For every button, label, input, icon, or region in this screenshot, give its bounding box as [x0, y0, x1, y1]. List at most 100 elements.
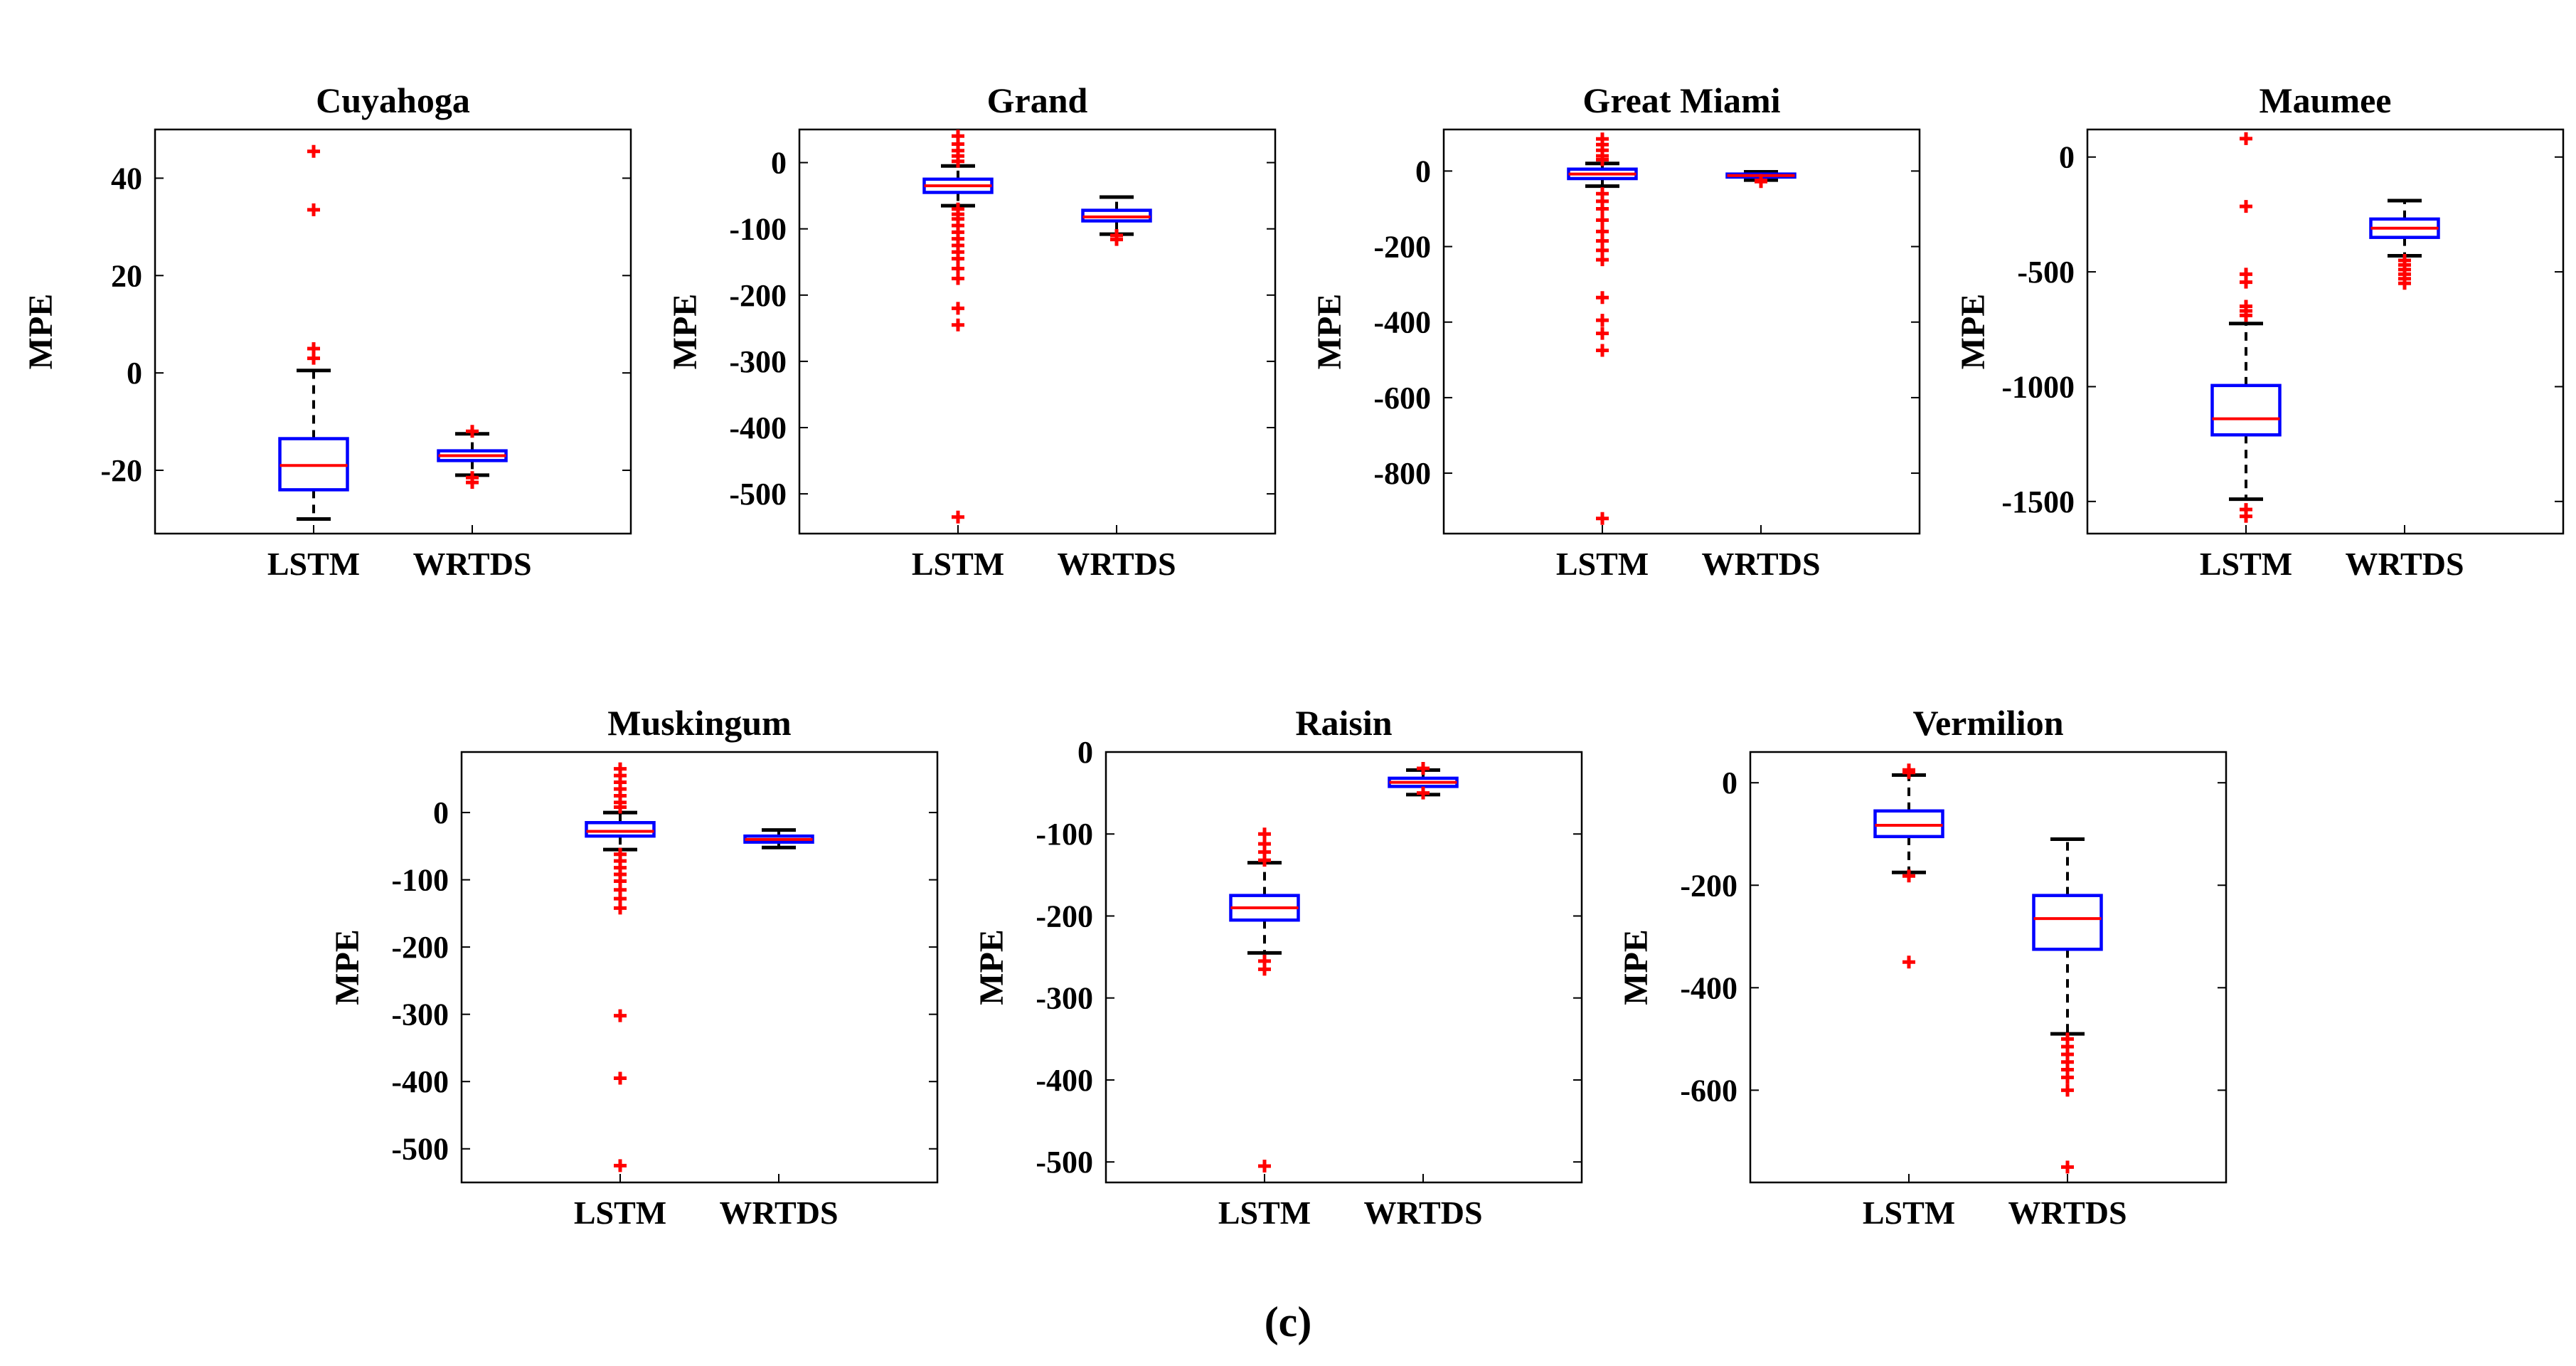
outlier-point [1902, 955, 1915, 969]
iqr-box [2032, 894, 2103, 951]
y-tick-label: -200 [1680, 868, 1737, 903]
outlier-point [1596, 327, 1609, 340]
x-tick-label: WRTDS [1363, 1195, 1482, 1231]
outlier-point [952, 510, 964, 524]
outlier-point [952, 302, 964, 315]
y-tick-label: -400 [729, 411, 787, 445]
y-axis-label: MPE [22, 294, 60, 370]
outlier-point [614, 1159, 627, 1172]
y-tick-label: -500 [2017, 255, 2075, 290]
y-tick-label: 20 [111, 258, 142, 293]
box-plot-panel: Vermilion MPE -600 -400 -200 0 LSTM WRTDS [1617, 703, 2228, 1231]
outlier-point [1417, 786, 1430, 800]
box-lstm [2210, 132, 2282, 523]
outlier-point [2240, 509, 2252, 523]
y-tick-label: -500 [391, 1132, 449, 1167]
box-wrtds [2369, 198, 2440, 290]
outlier-point [2240, 132, 2252, 145]
y-tick-label: -600 [1680, 1073, 1737, 1108]
outlier-point [1596, 202, 1609, 216]
outlier-point [1902, 766, 1915, 779]
plot-title: Maumee [2259, 80, 2391, 120]
outlier-point [1596, 213, 1609, 227]
y-tick-label: -500 [729, 477, 787, 512]
y-tick-label: -200 [391, 930, 449, 965]
outlier-point [307, 144, 320, 158]
outlier-point [1596, 314, 1609, 327]
axes-frame [460, 751, 939, 1184]
axes-frame [1105, 751, 1583, 1184]
box-lstm [1873, 763, 1944, 969]
outlier-point [2061, 1071, 2074, 1084]
outlier-point [1258, 1159, 1271, 1172]
outlier-point [614, 800, 627, 814]
outlier-point [466, 476, 479, 489]
y-tick-label: -200 [729, 278, 787, 313]
box-lstm [278, 144, 349, 521]
outlier-point [2240, 275, 2252, 289]
box-plot-panel: Grand MPE -500 -400 -300 -200 -100 0 LSTM WRTDS [666, 80, 1277, 582]
outlier-point [1596, 153, 1609, 166]
plot-title: Raisin [1295, 703, 1392, 743]
box-wrtds [1081, 195, 1152, 246]
x-tick-label: WRTDS [2345, 546, 2464, 582]
y-tick-label: -400 [1680, 970, 1737, 1005]
y-tick-label: 0 [2059, 140, 2075, 175]
outlier-point [2240, 309, 2252, 322]
axes-frame [798, 128, 1277, 535]
y-tick-label: -20 [100, 453, 142, 488]
y-tick-label: 40 [111, 161, 142, 196]
plot-title: Cuyahoga [316, 80, 470, 120]
outlier-point [2398, 277, 2411, 290]
x-tick-label: LSTM [267, 546, 360, 582]
y-tick-label: -800 [1373, 456, 1431, 491]
outlier-point [307, 351, 320, 365]
x-tick-label: WRTDS [1701, 546, 1820, 582]
box-lstm [1229, 827, 1300, 1172]
x-tick-label: LSTM [2200, 546, 2292, 582]
box-lstm [922, 129, 994, 524]
plot-title: Vermilion [1912, 703, 2063, 743]
y-axis-label: MPE [973, 929, 1011, 1005]
box-plot-panel: Great Miami MPE -800 -600 -400 -200 0 LSTM WRTDS [1311, 80, 1921, 582]
box-wrtds [743, 828, 814, 849]
axes-frame [154, 128, 632, 535]
axes-frame [1442, 128, 1921, 535]
box-wrtds [2032, 837, 2103, 1174]
y-tick-label: -1000 [2001, 369, 2075, 404]
iqr-box [2210, 383, 2282, 437]
outlier-point [2061, 1160, 2074, 1174]
x-tick-label: LSTM [574, 1195, 666, 1231]
y-tick-label: -600 [1373, 381, 1431, 415]
y-axis-label: MPE [1311, 294, 1348, 370]
x-tick-label: LSTM [1863, 1195, 1955, 1231]
y-tick-label: 0 [1722, 766, 1737, 800]
y-tick-label: -500 [1036, 1145, 1093, 1180]
y-tick-label: -400 [1373, 305, 1431, 340]
outlier-point [1902, 869, 1915, 883]
box-lstm [1567, 132, 1638, 525]
outlier-point [1596, 344, 1609, 357]
plot-title: Grand [987, 80, 1088, 120]
outlier-point [614, 1071, 627, 1085]
iqr-box [585, 821, 656, 838]
outlier-point [1596, 512, 1609, 525]
y-tick-label: -200 [1373, 230, 1431, 265]
box-wrtds [1388, 762, 1459, 800]
y-axis-label: MPE [666, 294, 704, 370]
x-tick-label: LSTM [1218, 1195, 1311, 1231]
outlier-point [952, 272, 964, 285]
axes-frame [2086, 128, 2565, 535]
outlier-point [614, 901, 627, 915]
figure-caption: (c) [1265, 1298, 1312, 1345]
outlier-point [952, 154, 964, 168]
outlier-point [2240, 200, 2252, 213]
y-tick-label: -100 [391, 863, 449, 898]
y-tick-label: -400 [391, 1064, 449, 1099]
outlier-point [307, 203, 320, 216]
box-plot-panel: Maumee MPE -1500 -1000 -500 0 LSTM WRTDS [1954, 80, 2565, 582]
x-tick-label: LSTM [912, 546, 1004, 582]
outlier-point [1596, 291, 1609, 305]
y-tick-label: -300 [1036, 981, 1093, 1016]
